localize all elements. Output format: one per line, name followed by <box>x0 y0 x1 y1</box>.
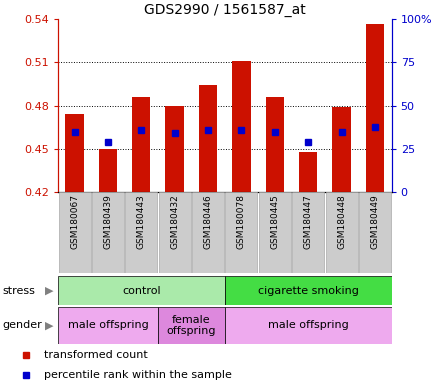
Text: GSM180447: GSM180447 <box>303 194 313 249</box>
Bar <box>232 61 251 192</box>
Title: GDS2990 / 1561587_at: GDS2990 / 1561587_at <box>144 3 306 17</box>
Text: GSM180449: GSM180449 <box>370 194 380 249</box>
Text: GSM180446: GSM180446 <box>203 194 213 249</box>
Bar <box>326 192 358 273</box>
Text: GSM180443: GSM180443 <box>137 194 146 249</box>
Bar <box>59 192 91 273</box>
Bar <box>266 97 284 192</box>
Bar <box>158 192 190 273</box>
Bar <box>292 192 324 273</box>
Bar <box>259 192 291 273</box>
Text: female
offspring: female offspring <box>166 314 216 336</box>
Text: cigarette smoking: cigarette smoking <box>258 286 359 296</box>
Text: GSM180439: GSM180439 <box>103 194 113 249</box>
Bar <box>58 276 225 305</box>
Bar <box>65 114 84 192</box>
Bar <box>92 192 124 273</box>
Text: male offspring: male offspring <box>68 320 148 331</box>
Bar <box>99 149 117 192</box>
Bar <box>332 107 351 192</box>
Text: GSM180078: GSM180078 <box>237 194 246 250</box>
Text: GSM180445: GSM180445 <box>270 194 279 249</box>
Bar <box>359 192 391 273</box>
Bar <box>226 192 257 273</box>
Text: GSM180432: GSM180432 <box>170 194 179 249</box>
Bar <box>125 192 158 273</box>
Bar <box>58 307 158 344</box>
Bar <box>158 307 225 344</box>
Text: transformed count: transformed count <box>44 350 148 360</box>
Text: GSM180067: GSM180067 <box>70 194 79 250</box>
Bar <box>366 23 384 192</box>
Text: percentile rank within the sample: percentile rank within the sample <box>44 370 232 380</box>
Text: ▶: ▶ <box>45 320 53 331</box>
Text: stress: stress <box>2 286 35 296</box>
Text: ▶: ▶ <box>45 286 53 296</box>
Bar <box>299 152 317 192</box>
Bar <box>192 192 224 273</box>
Text: control: control <box>122 286 161 296</box>
Bar <box>225 307 392 344</box>
Bar <box>132 97 150 192</box>
Text: gender: gender <box>2 320 42 331</box>
Text: male offspring: male offspring <box>268 320 348 331</box>
Bar <box>225 276 392 305</box>
Bar <box>166 106 184 192</box>
Bar <box>199 86 217 192</box>
Text: GSM180448: GSM180448 <box>337 194 346 249</box>
